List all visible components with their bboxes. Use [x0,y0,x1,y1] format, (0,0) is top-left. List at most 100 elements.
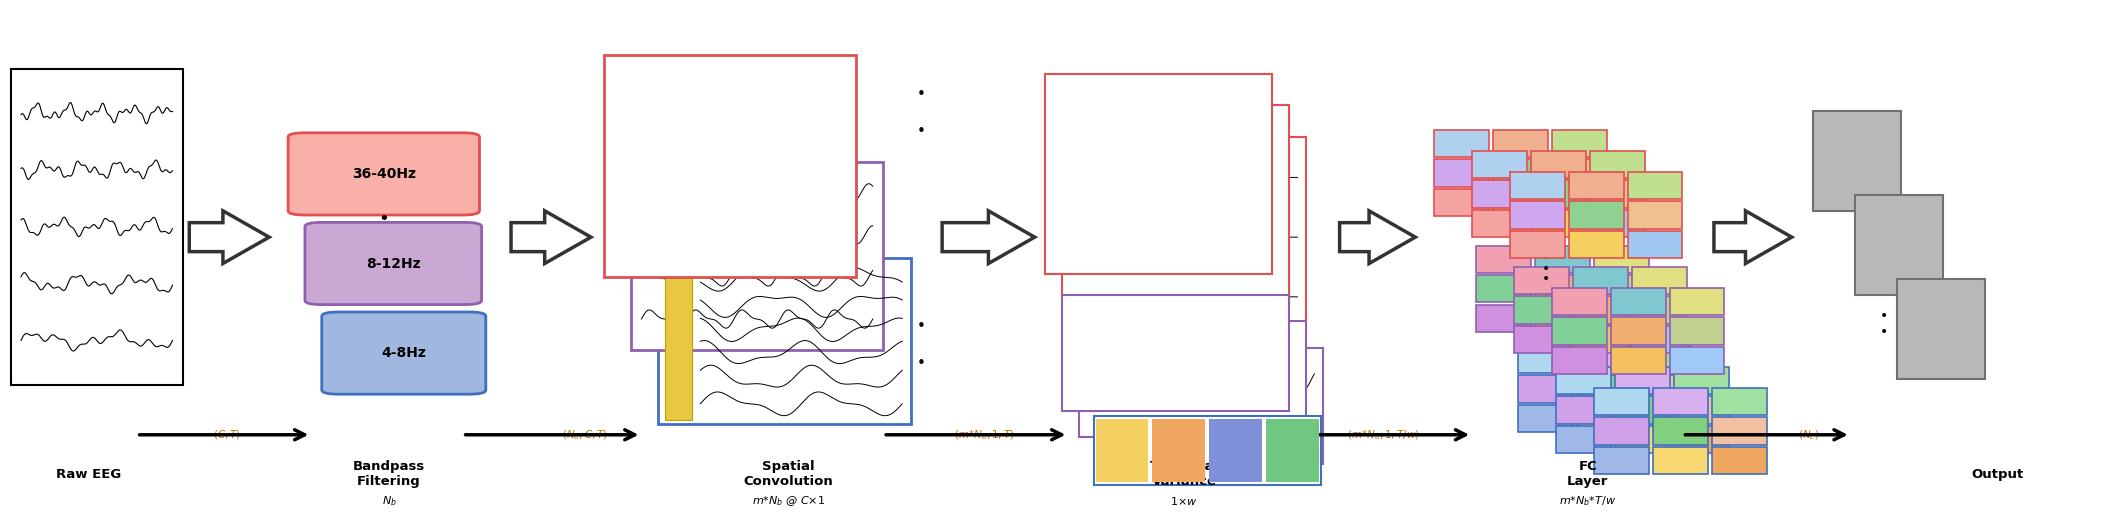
Bar [1556,426,1611,453]
Text: $(N_b, C, T)$: $(N_b, C, T)$ [562,428,608,442]
Bar [1152,419,1205,482]
FancyArrow shape [511,211,591,264]
Bar [1535,246,1590,273]
Bar [1813,111,1901,211]
Bar [1577,405,1632,432]
Text: •: • [917,124,925,139]
Bar [1594,305,1649,332]
Bar [1628,201,1682,229]
Bar [1493,130,1548,157]
Bar [665,262,692,420]
Bar [1552,317,1607,345]
Bar [1611,347,1666,374]
Bar [1096,348,1323,464]
Bar [1611,288,1666,315]
Bar [1569,172,1624,199]
Bar [1472,180,1527,208]
Bar [1632,267,1687,294]
Bar [1094,416,1321,485]
Bar [1577,375,1632,403]
Bar [1552,189,1607,216]
Bar [1434,130,1489,157]
Bar [1573,326,1628,353]
Bar [1670,317,1724,345]
Bar [1062,105,1289,306]
Bar [1552,130,1607,157]
Bar [1594,417,1649,445]
Text: •: • [1880,325,1888,339]
Bar [1632,326,1687,353]
Text: $m{*}N_b$ @ $C{\times}1$: $m{*}N_b$ @ $C{\times}1$ [753,494,824,508]
FancyArrow shape [1340,211,1415,264]
Bar [1573,296,1628,324]
Bar [1615,396,1670,424]
Text: •: • [1541,272,1550,286]
Text: •: • [917,87,925,102]
Bar [1653,417,1708,445]
Text: $1{\times}w$: $1{\times}w$ [1169,495,1199,506]
Bar [1531,210,1586,237]
Bar [1670,347,1724,374]
Text: $(N_c)$: $(N_c)$ [1798,428,1819,442]
FancyArrow shape [189,211,269,264]
Text: 8-12Hz: 8-12Hz [366,257,421,270]
Bar [1611,317,1666,345]
Bar [604,55,856,277]
Bar [1573,267,1628,294]
Text: $(C, T)$: $(C, T)$ [212,428,242,441]
Text: 36-40Hz: 36-40Hz [351,167,416,181]
Text: FC
Layer: FC Layer [1567,460,1609,489]
Bar [1632,296,1687,324]
Bar [1045,74,1272,274]
Bar [1535,275,1590,302]
Bar [1079,137,1306,337]
Bar [1615,367,1670,394]
Bar [1897,279,1985,379]
Bar [658,258,911,424]
Bar [1514,267,1569,294]
Bar [1552,288,1607,315]
Bar [1209,419,1262,482]
Text: $(m{*}N_b, 1, T/w)$: $(m{*}N_b, 1, T/w)$ [1348,428,1420,442]
Bar [1476,305,1531,332]
FancyBboxPatch shape [288,133,479,215]
Bar [1712,388,1767,415]
Bar [1577,346,1632,373]
Bar [1531,151,1586,178]
Bar [1590,180,1645,208]
Bar [1556,396,1611,424]
Bar [1514,326,1569,353]
Text: 4-8Hz: 4-8Hz [381,346,427,360]
Bar [1476,246,1531,273]
Bar [1569,201,1624,229]
Text: •: • [1541,251,1550,265]
Bar [1062,295,1289,411]
FancyBboxPatch shape [305,222,482,305]
Bar [1476,275,1531,302]
Bar [1472,210,1527,237]
Bar [1712,417,1767,445]
Bar [1615,426,1670,453]
FancyArrow shape [942,211,1035,264]
Text: •: • [917,356,925,371]
Text: Spatial
Convolution: Spatial Convolution [744,460,833,489]
Bar [1472,151,1527,178]
Bar [1531,180,1586,208]
Bar [1079,321,1306,437]
Bar [1434,159,1489,187]
FancyBboxPatch shape [322,312,486,394]
Bar [1628,172,1682,199]
Bar [1674,367,1729,394]
Bar [1594,246,1649,273]
Text: $m{*}N_b{*}T/w$: $m{*}N_b{*}T/w$ [1558,494,1617,508]
Bar [1518,375,1573,403]
Bar [1535,305,1590,332]
Text: •: • [1880,309,1888,323]
Bar [1096,419,1148,482]
Bar [1552,347,1607,374]
Bar [1653,388,1708,415]
Text: Bandpass
Filtering: Bandpass Filtering [353,460,425,489]
Bar [11,69,183,385]
Text: $(m{*}N_b, 1, T)$: $(m{*}N_b, 1, T)$ [955,428,1014,442]
Bar [1590,151,1645,178]
